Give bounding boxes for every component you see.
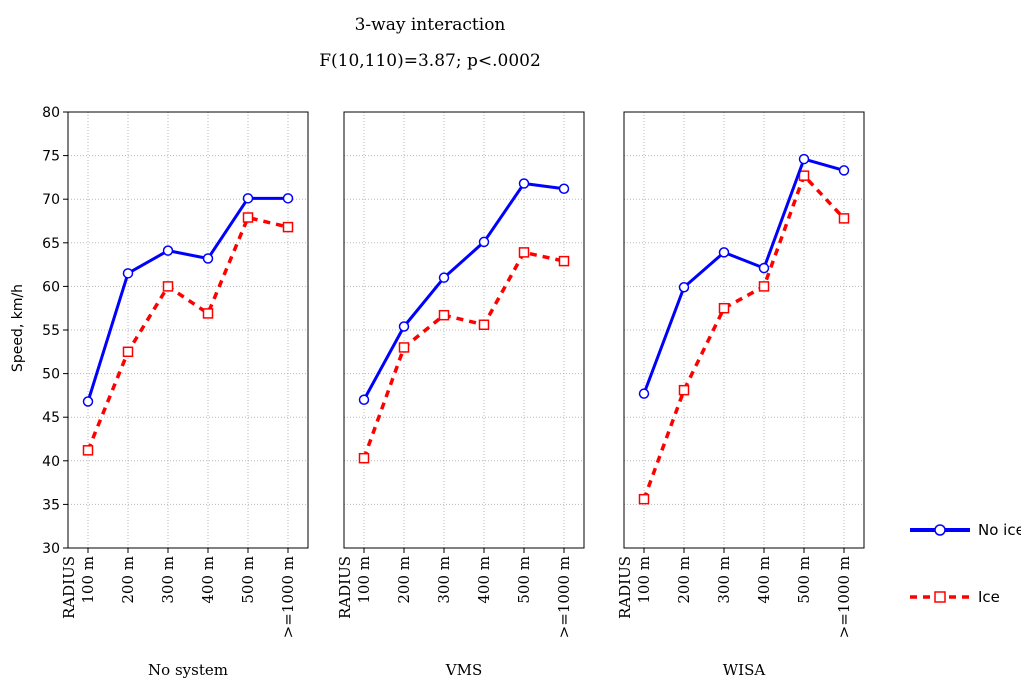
x-tick-label: 400 m bbox=[475, 556, 493, 604]
panel-label: VMS bbox=[445, 661, 482, 679]
data-point-circle bbox=[242, 193, 254, 204]
y-tick-label: 35 bbox=[42, 497, 60, 513]
panels: 30 35 40 45 50 55 60 65 70 75 80 100 m 200 m 300 m 400… bbox=[42, 105, 865, 679]
y-tick-label: 70 bbox=[42, 192, 60, 208]
legend: No ice Ice bbox=[910, 521, 1021, 606]
y-axis-label: Speed, km/h bbox=[10, 284, 26, 372]
panel-label: WISA bbox=[723, 661, 766, 679]
y-tick-label: 50 bbox=[42, 367, 60, 383]
x-tick-label: 100 m bbox=[355, 556, 373, 604]
data-point-square bbox=[398, 342, 410, 353]
data-point-square bbox=[838, 213, 850, 224]
panel: 100 m 200 m 300 m 400 m 500 m >=1000 m RADIUS V… bbox=[336, 111, 585, 679]
legend-item: No ice bbox=[910, 521, 1021, 539]
data-point-circle bbox=[678, 282, 690, 293]
legend-label: No ice bbox=[978, 521, 1021, 539]
series-line bbox=[642, 157, 845, 395]
data-point-square bbox=[638, 493, 650, 505]
data-point-circle bbox=[718, 247, 730, 258]
x-tick-label: 500 m bbox=[515, 556, 533, 604]
y-tick-label: 75 bbox=[42, 149, 60, 165]
x-tick-label: >=1000 m bbox=[279, 556, 297, 638]
y-tick-label: 65 bbox=[42, 236, 60, 252]
data-point-circle bbox=[758, 262, 770, 274]
series-line bbox=[362, 250, 565, 459]
data-point-square bbox=[478, 319, 490, 331]
x-tick-label: 100 m bbox=[79, 556, 97, 604]
data-point-circle bbox=[838, 165, 850, 176]
data-point-square bbox=[518, 247, 530, 258]
x-tick-label: 300 m bbox=[715, 556, 733, 604]
data-point-circle bbox=[478, 236, 490, 248]
data-point-square bbox=[358, 452, 370, 464]
data-point-square bbox=[798, 170, 810, 181]
x-tick-label: 500 m bbox=[239, 556, 257, 604]
x-tick-label: 100 m bbox=[635, 556, 653, 604]
x-tick-label: 300 m bbox=[159, 556, 177, 604]
data-point-square bbox=[718, 302, 730, 314]
x-tick-label: 300 m bbox=[435, 556, 453, 604]
data-point-circle bbox=[518, 178, 530, 189]
x-tick-label: 400 m bbox=[755, 556, 773, 604]
x-tick-label: 200 m bbox=[395, 556, 413, 604]
x-tick-label: >=1000 m bbox=[555, 556, 573, 638]
data-point-square bbox=[678, 384, 690, 396]
y-tick-label: 55 bbox=[42, 323, 60, 339]
data-point-square bbox=[82, 445, 94, 456]
legend-label: Ice bbox=[978, 588, 1000, 606]
data-point-circle bbox=[798, 153, 810, 165]
data-point-square bbox=[282, 221, 294, 233]
data-point-circle bbox=[282, 193, 294, 204]
series-line bbox=[86, 196, 288, 402]
panel: 100 m 200 m 300 m 400 m 500 m >=1000 m RADIUS W… bbox=[616, 111, 865, 679]
y-tick-label: 60 bbox=[42, 279, 60, 295]
legend-item: Ice bbox=[910, 588, 1000, 606]
x-tick-label: 200 m bbox=[675, 556, 693, 604]
series-line bbox=[86, 215, 289, 451]
data-point-circle bbox=[558, 183, 570, 194]
y-tick-label: 40 bbox=[42, 454, 60, 470]
y-tick-label: 45 bbox=[42, 410, 60, 426]
x-tick-label: 400 m bbox=[199, 556, 217, 604]
data-point-square bbox=[202, 308, 214, 319]
data-point-circle bbox=[638, 388, 650, 399]
data-point-circle bbox=[358, 394, 370, 406]
x-group-label: RADIUS bbox=[336, 556, 354, 619]
x-tick-label: >=1000 m bbox=[835, 556, 853, 638]
data-point-square bbox=[438, 309, 450, 321]
x-tick-label: 500 m bbox=[795, 556, 813, 604]
data-point-square bbox=[242, 212, 254, 223]
data-point-circle bbox=[438, 272, 450, 283]
series-line bbox=[642, 173, 846, 500]
data-point-square bbox=[122, 346, 134, 358]
data-point-circle bbox=[162, 245, 174, 256]
panel-frame bbox=[623, 111, 865, 549]
x-group-label: RADIUS bbox=[60, 556, 78, 619]
legend-marker-circle bbox=[934, 524, 946, 536]
data-point-square bbox=[758, 281, 770, 292]
data-point-square bbox=[162, 281, 174, 292]
series-line bbox=[362, 182, 565, 401]
chart-subtitle: F(10,110)=3.87; p<.0002 bbox=[319, 51, 541, 71]
data-point-circle bbox=[122, 268, 134, 279]
data-point-circle bbox=[82, 396, 94, 407]
panel: 30 35 40 45 50 55 60 65 70 75 80 100 m 200 m 300 m 400… bbox=[42, 105, 309, 679]
data-point-circle bbox=[398, 321, 410, 332]
x-tick-label: 200 m bbox=[119, 556, 137, 604]
panel-label: No system bbox=[148, 661, 228, 679]
chart-title: 3-way interaction bbox=[355, 15, 506, 35]
data-point-circle bbox=[202, 253, 214, 264]
legend-marker-square bbox=[934, 591, 946, 603]
data-point-square bbox=[558, 255, 570, 267]
y-tick-label: 80 bbox=[42, 105, 60, 121]
x-group-label: RADIUS bbox=[616, 556, 634, 619]
panel-frame bbox=[343, 111, 585, 549]
y-tick-label: 30 bbox=[42, 541, 60, 557]
